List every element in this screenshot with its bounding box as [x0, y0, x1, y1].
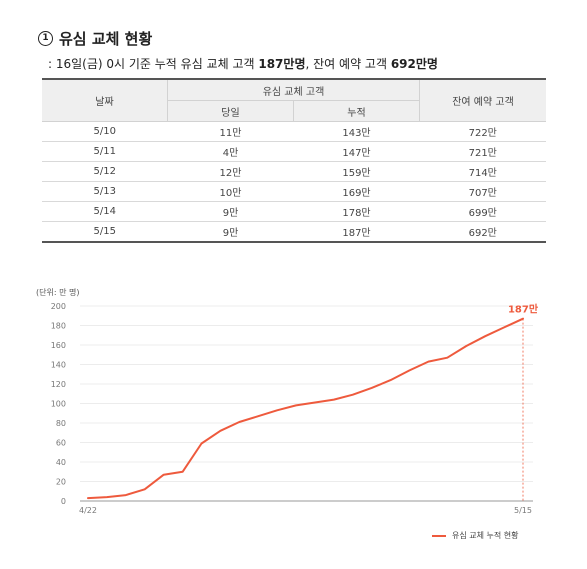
cell-daily: 9만 — [222, 228, 239, 239]
header-remaining: 잔여 예약 고객 — [419, 79, 546, 122]
chart-legend: 유심 교체 누적 현황 — [432, 530, 519, 541]
cell-date: 5/15 — [93, 226, 116, 237]
cell-date: 5/12 — [42, 161, 168, 182]
table-row: 5/11 4만 147만 721만 — [42, 141, 546, 162]
table-row: 5/13 10만 169만 707만 — [42, 181, 546, 202]
usim-status-table: 날짜 유심 교체 고객 잔여 예약 고객 당일 누적 5/10 11만 143만… — [42, 78, 546, 243]
summary-prefix: : 16일(금) 0시 기준 누적 유심 교체 고객 — [48, 57, 259, 71]
cell-remaining: 699만 — [419, 201, 546, 222]
y-tick-label: 100 — [51, 400, 66, 409]
header-daily: 당일 — [167, 100, 294, 122]
cell-cumulative: 143만 — [293, 121, 420, 142]
cell-cumulative: 187만 — [342, 228, 371, 239]
cell-remaining: 714만 — [419, 161, 546, 182]
y-tick-label: 60 — [56, 439, 66, 448]
table-row: 5/15 9만 187만 692만 — [42, 222, 546, 243]
section-title: 유심 교체 현황 — [59, 30, 153, 48]
cell-daily: 9만 — [167, 201, 294, 222]
chart-unit-label: (단위: 만 명) — [36, 288, 80, 297]
table-row: 5/12 12만 159만 714만 — [42, 161, 546, 182]
cell-remaining: 692만 — [468, 228, 497, 239]
header-cumulative: 누적 — [293, 100, 420, 122]
header-group: 유심 교체 고객 — [167, 79, 420, 101]
cell-daily: 11만 — [167, 121, 294, 142]
y-tick-label: 160 — [51, 341, 66, 350]
y-tick-label: 20 — [56, 478, 66, 487]
section-heading: 1 유심 교체 현황 — [38, 28, 152, 49]
y-tick-label: 180 — [51, 322, 66, 331]
cell-remaining: 721만 — [419, 141, 546, 162]
cell-date: 5/13 — [42, 181, 168, 202]
section-number: 1 — [38, 31, 53, 46]
cell-cumulative: 178만 — [293, 201, 420, 222]
y-tick-label: 140 — [51, 361, 66, 370]
y-tick-label: 40 — [56, 458, 66, 467]
summary-line: : 16일(금) 0시 기준 누적 유심 교체 고객 187만명, 잔여 예약 … — [48, 55, 438, 72]
legend-swatch — [432, 534, 446, 537]
x-tick-label: 4/22 — [79, 506, 97, 515]
cell-daily: 4만 — [167, 141, 294, 162]
summary-remaining: 692만명 — [390, 57, 438, 71]
y-tick-label: 120 — [51, 380, 66, 389]
y-tick-label: 0 — [61, 497, 66, 506]
end-value-label: 187만 — [508, 303, 539, 316]
cell-daily: 10만 — [167, 181, 294, 202]
y-tick-label: 200 — [51, 302, 66, 311]
y-tick-label: 80 — [56, 419, 66, 428]
cell-date: 5/10 — [42, 121, 168, 142]
cell-date: 5/14 — [42, 201, 168, 222]
cell-cumulative: 159만 — [293, 161, 420, 182]
cell-date: 5/11 — [42, 141, 168, 162]
table-row: 5/14 9만 178만 699만 — [42, 201, 546, 222]
x-tick-label: 5/15 — [514, 506, 532, 515]
legend-label: 유심 교체 누적 현황 — [452, 531, 519, 540]
cell-daily: 12만 — [167, 161, 294, 182]
table-row: 5/10 11만 143만 722만 — [42, 121, 546, 142]
cell-cumulative: 169만 — [293, 181, 420, 202]
series-line — [87, 317, 524, 500]
cell-remaining: 722만 — [419, 121, 546, 142]
summary-middle: , 잔여 예약 고객 — [305, 57, 391, 71]
header-date: 날짜 — [42, 79, 168, 122]
cell-remaining: 707만 — [419, 181, 546, 202]
cell-cumulative: 147만 — [293, 141, 420, 162]
summary-cumulative: 187만명 — [258, 57, 306, 71]
